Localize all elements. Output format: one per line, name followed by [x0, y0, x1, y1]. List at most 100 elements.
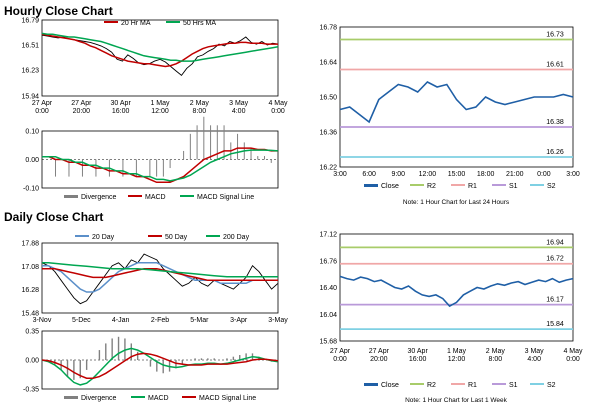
- x-tick-label: 5-Dec: [72, 317, 91, 324]
- chart-note: Note: 1 Hour Chart for Last 24 Hours: [403, 199, 510, 206]
- x-tick-label: 27 Apr 20:00: [71, 100, 92, 115]
- legend-50-day: 50 Day: [165, 234, 188, 241]
- y-tick-label: 16.04: [319, 312, 337, 319]
- level-label-s1: 16.38: [546, 119, 564, 126]
- legend-macd-signal: MACD Signal Line: [199, 395, 256, 402]
- y-tick-label: 17.12: [319, 232, 337, 239]
- legend-20hr-ma-swatch: [104, 21, 118, 23]
- legend-divergence: Divergence: [81, 395, 117, 402]
- x-tick-label: 27 Apr 0:00: [330, 348, 351, 363]
- daily-price-plot: [41, 242, 279, 314]
- x-tick-label: 3:00: [333, 171, 347, 178]
- y-tick-label: 16.22: [319, 165, 337, 172]
- legend-r1: R1: [468, 183, 477, 190]
- daily-series-1: [42, 262, 278, 293]
- legend-s1: S1: [509, 382, 518, 389]
- x-tick-label: 4 May 0:00: [268, 100, 288, 115]
- series-1: [41, 33, 278, 68]
- y-tick-label: 15.48: [21, 311, 39, 318]
- daily-macd-series-1: [41, 352, 279, 379]
- x-tick-label: 4-Jan: [112, 317, 130, 324]
- level-label-s1: 16.17: [546, 297, 564, 304]
- y-tick-label: 0.00: [25, 358, 39, 365]
- x-tick-label: 27 Apr 0:00: [32, 100, 53, 115]
- y-tick-label: 17.08: [21, 264, 39, 271]
- x-tick-label: 27 Apr 20:00: [369, 348, 390, 363]
- y-tick-label: 16.28: [21, 287, 39, 294]
- x-tick-label: 18:00: [477, 171, 495, 178]
- x-tick-label: 3-Apr: [230, 317, 248, 324]
- x-tick-label: 5-Mar: [190, 317, 209, 324]
- legend-close: Close: [381, 183, 399, 190]
- x-tick-label: 12:00: [419, 171, 437, 178]
- y-tick-label: 0.00: [25, 157, 39, 164]
- legend-50hrs-ma-swatch: [166, 21, 180, 23]
- legend-s1-swatch: [492, 184, 506, 186]
- level-label-r2: 16.73: [546, 32, 564, 39]
- y-tick-label: 17.88: [21, 241, 39, 248]
- legend-50-day-swatch: [148, 235, 162, 237]
- legend-s1-swatch: [492, 383, 506, 385]
- legend-divergence: Divergence: [81, 194, 117, 201]
- y-tick-label: 16.78: [319, 25, 337, 32]
- x-tick-label: 15:00: [448, 171, 466, 178]
- y-tick-label: 15.94: [21, 94, 39, 101]
- daily-series-2: [42, 267, 278, 282]
- legend-r1-swatch: [451, 383, 465, 385]
- legend-macd: MACD: [148, 395, 169, 402]
- series-0: [41, 34, 279, 77]
- daily-macd-series-0: [41, 347, 279, 386]
- y-tick-label: 15.68: [319, 339, 337, 346]
- legend-divergence-swatch: [64, 195, 78, 198]
- x-tick-label: 3:00: [566, 171, 580, 178]
- hourly-chart-title: Hourly Close Chart: [4, 4, 113, 18]
- x-tick-label: 2 May 8:00: [190, 100, 210, 115]
- legend-200-day-swatch: [206, 235, 220, 237]
- x-tick-label: 2 May 8:00: [486, 348, 506, 363]
- legend-s1: S1: [509, 183, 518, 190]
- legend-r2-swatch: [410, 383, 424, 385]
- y-tick-label: -0.35: [23, 387, 39, 394]
- x-tick-label: 21:00: [506, 171, 524, 178]
- legend-20hr-ma: 20 Hr MA: [121, 20, 151, 27]
- legend-macd-signal-swatch: [182, 396, 196, 398]
- daily-week-plot: [339, 233, 574, 342]
- x-tick-label: 6:00: [362, 171, 376, 178]
- y-tick-label: 16.51: [21, 43, 39, 50]
- legend-macd: MACD: [145, 194, 166, 201]
- legend-r1-swatch: [451, 184, 465, 186]
- close-series: [339, 81, 574, 124]
- legend-macd-swatch: [128, 195, 142, 197]
- series-2: [41, 32, 279, 62]
- chart-note: Note: 1 Hour Chart for Last 1 Week: [405, 397, 508, 404]
- legend-close-swatch: [364, 383, 378, 386]
- x-tick-label: 1 May 12:00: [150, 100, 170, 115]
- legend-macd-signal: MACD Signal Line: [197, 194, 254, 201]
- legend-s2: S2: [547, 183, 556, 190]
- legend-divergence-swatch: [64, 396, 78, 399]
- level-label-r1: 16.61: [546, 62, 564, 69]
- daily-series-0: [41, 253, 279, 305]
- legend-r2: R2: [427, 382, 436, 389]
- hourly-price-plot: [41, 19, 279, 97]
- level-label-s2: 15.84: [546, 321, 564, 328]
- macd-series-0: [42, 147, 278, 184]
- level-label-r1: 16.72: [546, 256, 564, 263]
- legend-s2: S2: [547, 382, 556, 389]
- legend-s2-swatch: [530, 383, 544, 385]
- y-tick-label: 16.64: [319, 60, 337, 67]
- x-tick-label: 0:00: [537, 171, 551, 178]
- y-tick-label: 16.79: [21, 18, 39, 25]
- y-tick-label: 16.36: [319, 130, 337, 137]
- y-tick-label: 0.10: [25, 129, 39, 136]
- legend-200-day: 200 Day: [223, 234, 250, 241]
- x-tick-label: 30 Apr 16:00: [408, 348, 429, 363]
- y-tick-label: 0.35: [25, 329, 39, 336]
- legend-r2: R2: [427, 183, 436, 190]
- y-tick-label: 16.40: [319, 285, 337, 292]
- legend-20-day: 20 Day: [92, 234, 115, 241]
- legend-50hrs-ma: 50 Hrs MA: [183, 20, 216, 27]
- legend-s2-swatch: [530, 184, 544, 186]
- y-tick-label: -0.10: [23, 186, 39, 193]
